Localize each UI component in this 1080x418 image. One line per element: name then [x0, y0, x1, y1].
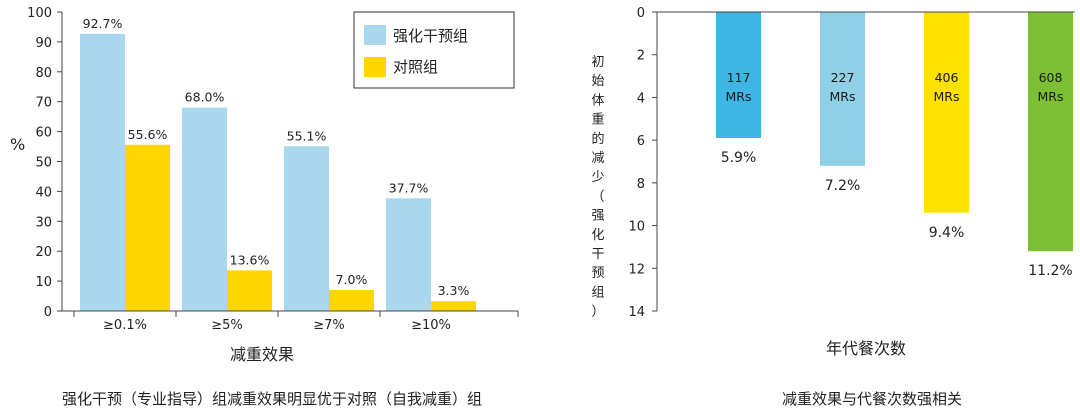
left-x-tick-label: ≥0.1% [103, 318, 147, 333]
right-y-label-char: 始 [591, 74, 604, 89]
left-bar-control [227, 270, 272, 311]
left-y-tick-label: 10 [35, 275, 52, 290]
right-bar [1028, 12, 1073, 252]
right-y-tick-label: 0 [637, 6, 645, 21]
right-bars: 117 MRs 5.9% 227 MRs 7.2% 406 MRs 9.4% 608 MRs 11.2… [716, 12, 1073, 279]
right-y-label-char: 体 [591, 93, 604, 108]
right-bar-inner-count: 406 [935, 70, 959, 85]
left-y-tick-label: 80 [35, 66, 52, 81]
right-y-label-char: 预 [591, 266, 604, 281]
right-y-label-char: 少 [591, 170, 604, 185]
right-y-tick-label: 12 [628, 262, 645, 277]
left-bar-control [329, 290, 374, 311]
left-y-tick-label: 40 [35, 185, 52, 200]
left-bar-value-label: 55.6% [128, 127, 168, 142]
right-chart: 0 2 4 6 8 10 12 14 117 MRs 5.9% 227 MRs 7.2% 406 MRs 9.… [591, 6, 1075, 408]
left-x-tick-label: ≥7% [313, 318, 345, 333]
left-caption: 强化干预（专业指导）组减重效果明显优于对照（自我减重）组 [62, 390, 482, 408]
right-caption: 减重效果与代餐次数强相关 [782, 390, 962, 408]
left-chart: 0 10 20 30 40 50 60 70 80 90 100 92.7% 55.6% 68.0% 13… [10, 6, 519, 408]
left-x-tick-label: ≥10% [411, 318, 451, 333]
right-bar [924, 12, 969, 213]
legend-label-intervention: 强化干预组 [393, 27, 468, 45]
left-bar-intervention [182, 107, 227, 312]
right-bar [716, 12, 761, 139]
left-y-tick-label: 20 [35, 245, 52, 260]
left-bar-value-label: 13.6% [230, 252, 270, 267]
right-y-label-char: 组 [591, 285, 604, 300]
right-y-label-char: 减 [591, 151, 604, 166]
left-y-ticks: 0 10 20 30 40 50 60 70 80 90 100 [27, 6, 62, 320]
left-y-tick-label: 0 [44, 305, 52, 320]
right-bar-value-label: 5.9% [721, 150, 757, 166]
left-bar-control [431, 301, 476, 311]
left-bars: 92.7% 55.6% 68.0% 13.6% 55.1% 7.0% 37.7% 3.3% [80, 16, 476, 312]
right-y-label-char: 化 [591, 228, 604, 243]
left-bar-value-label: 7.0% [336, 272, 368, 287]
left-y-tick-label: 100 [27, 6, 52, 21]
right-bar-inner-count: 608 [1039, 70, 1063, 85]
left-bar-value-label: 92.7% [83, 16, 123, 31]
left-y-tick-label: 90 [35, 36, 52, 51]
left-bar-intervention [386, 198, 431, 311]
right-y-tick-label: 4 [637, 91, 645, 106]
right-bar [820, 12, 865, 166]
right-bar-inner-unit: MRs [726, 89, 752, 104]
left-y-tick-label: 70 [35, 96, 52, 111]
right-bar-inner-unit: MRs [934, 89, 960, 104]
right-y-label-char: ） [591, 305, 604, 320]
left-y-tick-label: 50 [35, 156, 52, 171]
left-bar-value-label: 37.7% [389, 180, 429, 195]
legend-label-control: 对照组 [393, 58, 438, 76]
left-y-label: % [10, 135, 25, 154]
right-x-label: 年代餐次数 [826, 339, 906, 358]
right-bar-inner-unit: MRs [1038, 89, 1064, 104]
left-x-label: 减重效果 [230, 345, 294, 364]
left-x-ticks: ≥0.1% ≥5% ≥7% ≥10% [73, 311, 519, 333]
right-bar-value-label: 7.2% [825, 178, 861, 194]
left-bar-value-label: 3.3% [438, 283, 470, 298]
right-y-tick-label: 8 [637, 177, 645, 192]
right-y-label-char: 的 [591, 131, 604, 147]
right-y-tick-label: 14 [628, 305, 645, 320]
left-bar-value-label: 68.0% [185, 90, 225, 105]
legend-swatch-intervention [364, 25, 386, 45]
legend: 强化干预组 对照组 [353, 11, 515, 89]
right-y-tick-label: 10 [628, 220, 645, 235]
right-y-label-char: 干 [591, 247, 604, 262]
right-y-ticks: 0 2 4 6 8 10 12 14 [628, 6, 657, 320]
right-bar-inner-count: 117 [727, 70, 751, 85]
right-bar-inner-count: 227 [831, 70, 855, 85]
right-bar-value-label: 11.2% [1028, 263, 1072, 279]
legend-swatch-control [364, 57, 386, 77]
right-y-label-char: （ [591, 189, 604, 204]
left-bar-intervention [80, 33, 125, 312]
right-y-label-char: 初 [591, 55, 604, 70]
left-y-tick-label: 60 [35, 126, 52, 141]
left-bar-value-label: 55.1% [287, 128, 327, 143]
right-bar-value-label: 9.4% [929, 225, 965, 241]
right-y-tick-label: 6 [637, 134, 645, 149]
right-y-label-char: 强 [591, 209, 604, 224]
right-y-tick-label: 2 [637, 49, 645, 64]
right-y-label-char: 重 [591, 112, 604, 128]
left-bar-intervention [284, 146, 329, 311]
left-x-tick-label: ≥5% [211, 318, 243, 333]
left-bar-control [125, 144, 170, 311]
left-y-tick-label: 30 [35, 215, 52, 230]
right-bar-inner-unit: MRs [830, 89, 856, 104]
